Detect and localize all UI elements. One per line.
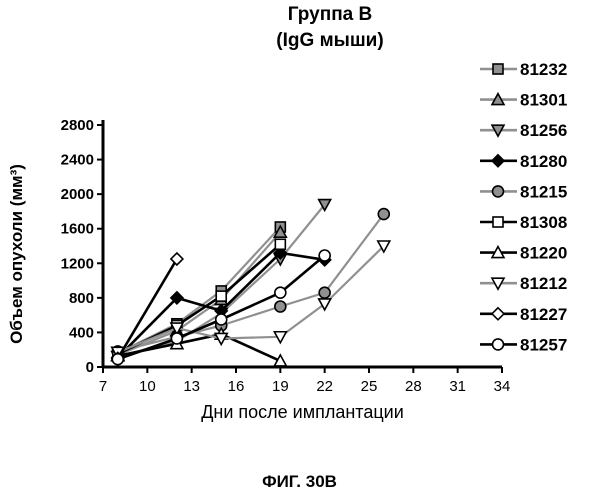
legend-label: 81220: [520, 244, 567, 263]
y-tick-label: 2800: [61, 117, 94, 134]
x-tick-label: 25: [361, 378, 378, 395]
y-axis-label: Объем опухоли (мм³): [7, 164, 26, 344]
data-point-81257: [216, 314, 227, 325]
legend-marker: [493, 217, 503, 227]
legend: 81232 81301 81256 81280 81215 81308 81220 81212…: [480, 60, 567, 354]
y-tick-label: 400: [69, 324, 94, 341]
y-tick-label: 0: [86, 359, 94, 376]
legend-label: 81256: [520, 121, 567, 140]
legend-label: 81308: [520, 213, 567, 232]
data-point-81215: [319, 287, 330, 298]
legend-label: 81280: [520, 152, 567, 171]
figure-label: ФИГ. 30В: [0, 472, 599, 492]
data-point-81227: [171, 253, 183, 265]
x-tick-label: 22: [316, 378, 333, 395]
legend-label: 81215: [520, 182, 567, 201]
data-point-81308: [216, 291, 226, 301]
x-tick-label: 31: [449, 378, 466, 395]
x-tick-label: 34: [494, 378, 511, 395]
legend-marker: [492, 308, 504, 320]
x-axis-label: Дни после имплантации: [201, 402, 404, 422]
legend-item-81220: 81220: [480, 244, 567, 263]
legend-marker: [493, 339, 504, 350]
legend-label: 81232: [520, 60, 567, 79]
legend-item-81301: 81301: [480, 91, 567, 110]
legend-marker: [492, 155, 504, 167]
y-tick-label: 2400: [61, 152, 94, 169]
x-tick-label: 16: [228, 378, 245, 395]
legend-item-81227: 81227: [480, 305, 567, 324]
data-point-81257: [319, 250, 330, 261]
legend-item-81257: 81257: [480, 335, 567, 354]
legend-label: 81227: [520, 305, 567, 324]
data-point-81257: [171, 333, 182, 344]
y-tick-label: 2000: [61, 186, 94, 203]
y-tick-label: 1200: [61, 255, 94, 272]
data-point-81257: [275, 287, 286, 298]
legend-item-81232: 81232: [480, 60, 567, 79]
legend-label: 81212: [520, 274, 567, 293]
legend-marker: [493, 64, 503, 74]
y-tick-label: 1600: [61, 221, 94, 238]
data-point-81215: [378, 209, 389, 220]
y-tick-label: 800: [69, 290, 94, 307]
legend-item-81256: 81256: [480, 121, 567, 140]
legend-marker: [493, 186, 504, 197]
series-line-81212: [118, 246, 384, 352]
legend-item-81280: 81280: [480, 152, 567, 171]
axes-layer: 0 400 800 1200 1600 2000 2400 2800 7 10 13 16 19 22 25…: [7, 117, 510, 422]
x-tick-label: 28: [405, 378, 422, 395]
x-tick-label: 7: [99, 378, 107, 395]
x-tick-label: 10: [139, 378, 156, 395]
legend-label: 81257: [520, 335, 567, 354]
x-tick-label: 13: [183, 378, 200, 395]
data-point-81257: [112, 354, 123, 365]
x-tick-label: 19: [272, 378, 289, 395]
series-layer: [112, 200, 390, 366]
legend-item-81212: 81212: [480, 274, 567, 293]
legend-item-81308: 81308: [480, 213, 567, 232]
data-point-81308: [275, 239, 285, 249]
data-point-81215: [275, 301, 286, 312]
data-point-81220: [274, 355, 286, 366]
legend-label: 81301: [520, 91, 567, 110]
legend-item-81215: 81215: [480, 182, 567, 201]
